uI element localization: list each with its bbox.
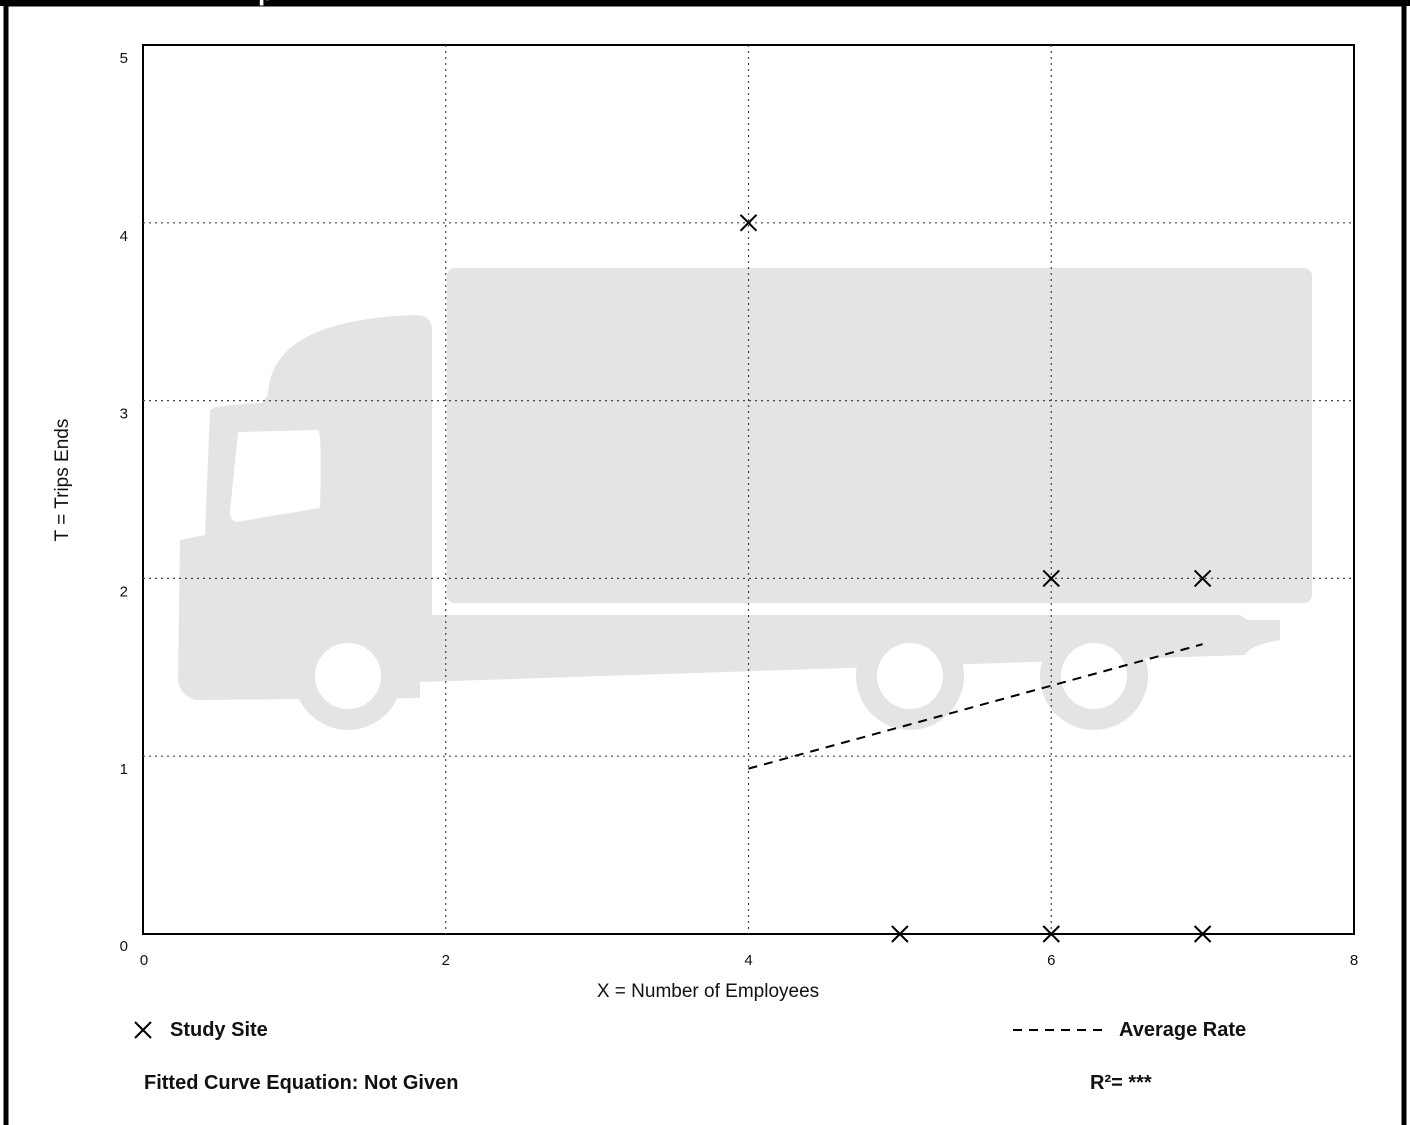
study-site-point xyxy=(1193,925,1212,943)
truck-icon xyxy=(178,268,1312,730)
study-site-point xyxy=(1042,925,1060,943)
x-tick-label: 4 xyxy=(744,952,752,969)
y-tick-label: 0 xyxy=(120,938,128,955)
header-strip xyxy=(0,0,1410,6)
study-site-point xyxy=(1042,569,1060,588)
y-tick-label: 5 xyxy=(120,50,128,67)
header-title-fragment: p xyxy=(258,0,274,6)
study-site-point xyxy=(891,925,909,943)
truck-windows xyxy=(230,430,1127,709)
study-site-point xyxy=(739,214,758,232)
x-tick-label: 8 xyxy=(1350,952,1358,969)
y-tick-label: 2 xyxy=(120,583,128,600)
x-tick-labels: 0 2 4 6 8 xyxy=(140,952,1358,969)
average-rate-segment xyxy=(748,643,1203,770)
average-rate-line xyxy=(748,643,1203,770)
y-axis-label: T = Trips Ends xyxy=(52,419,73,542)
x-tick-label: 6 xyxy=(1047,952,1055,969)
r-squared-value: R²= *** xyxy=(1090,1072,1152,1094)
study-site-point xyxy=(1193,569,1212,588)
x-tick-label: 2 xyxy=(442,952,450,969)
y-tick-label: 3 xyxy=(120,406,128,423)
legend-study-site-label: Study Site xyxy=(170,1019,268,1041)
x-axis-label: X = Number of Employees xyxy=(597,981,819,1002)
study-site-points xyxy=(739,214,1212,943)
x-tick-label: 0 xyxy=(140,952,148,969)
fitted-curve-equation: Fitted Curve Equation: Not Given xyxy=(144,1072,459,1094)
legend-study-site-marker xyxy=(134,1021,152,1039)
y-tick-label: 1 xyxy=(120,761,128,778)
legend-average-rate-label: Average Rate xyxy=(1119,1019,1247,1041)
y-tick-label: 4 xyxy=(120,228,128,245)
y-tick-labels: 0 1 2 3 4 5 xyxy=(120,50,128,955)
grid-lines xyxy=(143,45,1354,934)
